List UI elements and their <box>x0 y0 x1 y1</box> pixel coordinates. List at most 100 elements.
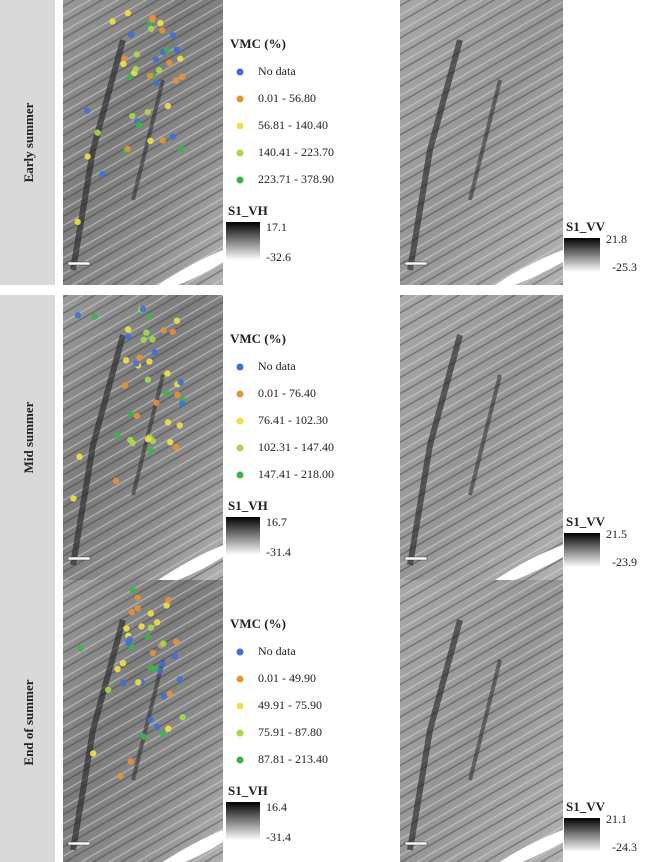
sample-point <box>128 31 134 37</box>
sample-point <box>159 137 165 143</box>
vv-min: -23.9 <box>612 555 637 569</box>
sample-point <box>125 10 131 16</box>
sample-point <box>113 478 119 484</box>
vh-map <box>63 580 223 862</box>
sample-point <box>147 664 153 670</box>
sample-point <box>146 358 152 364</box>
vv-map <box>400 295 563 580</box>
sample-point <box>129 440 135 446</box>
vh-title: S1_VH <box>228 203 268 218</box>
vh-map <box>63 0 223 285</box>
sample-point <box>150 650 156 656</box>
legend-swatch <box>237 364 244 371</box>
legend-title: VMC (%) <box>230 616 286 631</box>
vh-max: 16.7 <box>266 515 287 529</box>
scale-bar <box>68 557 90 560</box>
map-texture <box>63 580 223 862</box>
sample-point <box>75 312 81 318</box>
legend-swatch <box>237 123 244 130</box>
legend-swatch <box>237 150 244 157</box>
vh-title: S1_VH <box>228 783 268 798</box>
sample-point <box>156 67 162 73</box>
sample-point <box>122 382 128 388</box>
sample-point <box>161 693 167 699</box>
legend-label: 0.01 - 76.40 <box>258 386 316 400</box>
vv-title: S1_VV <box>566 514 606 529</box>
legend-swatch <box>237 676 244 683</box>
legend-label: 223.71 - 378.90 <box>258 172 334 186</box>
sample-point <box>123 625 129 631</box>
sample-point <box>120 61 126 67</box>
sample-point <box>120 660 126 666</box>
legend-swatch <box>237 445 244 452</box>
sample-point <box>148 26 154 32</box>
sample-point <box>147 717 153 723</box>
sample-point <box>145 634 151 640</box>
sample-point <box>170 329 176 335</box>
sample-point <box>133 360 139 366</box>
sample-point <box>160 640 166 646</box>
legend-swatch <box>237 730 244 737</box>
sample-point <box>136 355 142 361</box>
vh-max: 17.1 <box>266 220 287 234</box>
vh-ramp <box>226 517 260 555</box>
sample-point <box>165 597 171 603</box>
sample-point <box>178 146 184 152</box>
row-label: End of summer <box>21 679 36 765</box>
sample-point <box>99 171 105 177</box>
sample-point <box>164 370 170 376</box>
sample-point <box>70 495 76 501</box>
sample-point <box>163 602 169 608</box>
vh-title: S1_VH <box>228 498 268 513</box>
sample-point <box>159 660 165 666</box>
vv-ramp <box>564 238 600 272</box>
sample-point <box>75 219 81 225</box>
scale-bar <box>405 262 427 265</box>
sample-point <box>151 349 157 355</box>
sample-point <box>145 376 151 382</box>
legend-label: 75.91 - 87.80 <box>258 725 322 739</box>
legend-label: 56.81 - 140.40 <box>258 118 328 132</box>
sample-point <box>153 80 159 86</box>
sample-point <box>179 714 185 720</box>
sample-point <box>135 679 141 685</box>
map-texture <box>63 0 223 285</box>
sample-point <box>140 306 146 312</box>
sample-point <box>130 587 136 593</box>
sample-point <box>164 47 170 53</box>
vh-ramp <box>226 802 260 840</box>
sample-point <box>177 422 183 428</box>
legend-label: No data <box>258 644 296 658</box>
sample-point <box>165 419 171 425</box>
sample-point <box>125 146 131 152</box>
legend-swatch <box>237 69 244 76</box>
sample-point <box>138 623 144 629</box>
sample-point <box>133 66 139 72</box>
map-texture <box>400 0 563 285</box>
vh-min: -31.4 <box>266 545 291 559</box>
sample-point <box>134 413 140 419</box>
sample-point <box>127 636 133 642</box>
vh-ramp <box>226 222 260 260</box>
sample-point <box>153 400 159 406</box>
vv-min: -25.3 <box>612 260 637 274</box>
sample-point <box>147 138 153 144</box>
sample-point <box>177 676 183 682</box>
vh-min: -32.6 <box>266 250 291 264</box>
vv-max: 21.1 <box>606 812 627 826</box>
vv-map <box>400 580 563 862</box>
legend-swatch <box>237 649 244 656</box>
sample-point <box>134 51 140 57</box>
sample-point <box>170 133 176 139</box>
sample-point <box>125 326 131 332</box>
legend-label: 0.01 - 49.90 <box>258 671 316 685</box>
sample-point <box>172 653 178 659</box>
legend-label: 102.31 - 147.40 <box>258 440 334 454</box>
sample-point <box>84 153 90 159</box>
figure: Early summerVMC (%)No data0.01 - 56.8056… <box>0 0 662 862</box>
sample-point <box>94 129 100 135</box>
legend-swatch <box>237 96 244 103</box>
legend-label: 49.91 - 75.90 <box>258 698 322 712</box>
sample-point <box>129 113 135 119</box>
legend-swatch <box>237 703 244 710</box>
